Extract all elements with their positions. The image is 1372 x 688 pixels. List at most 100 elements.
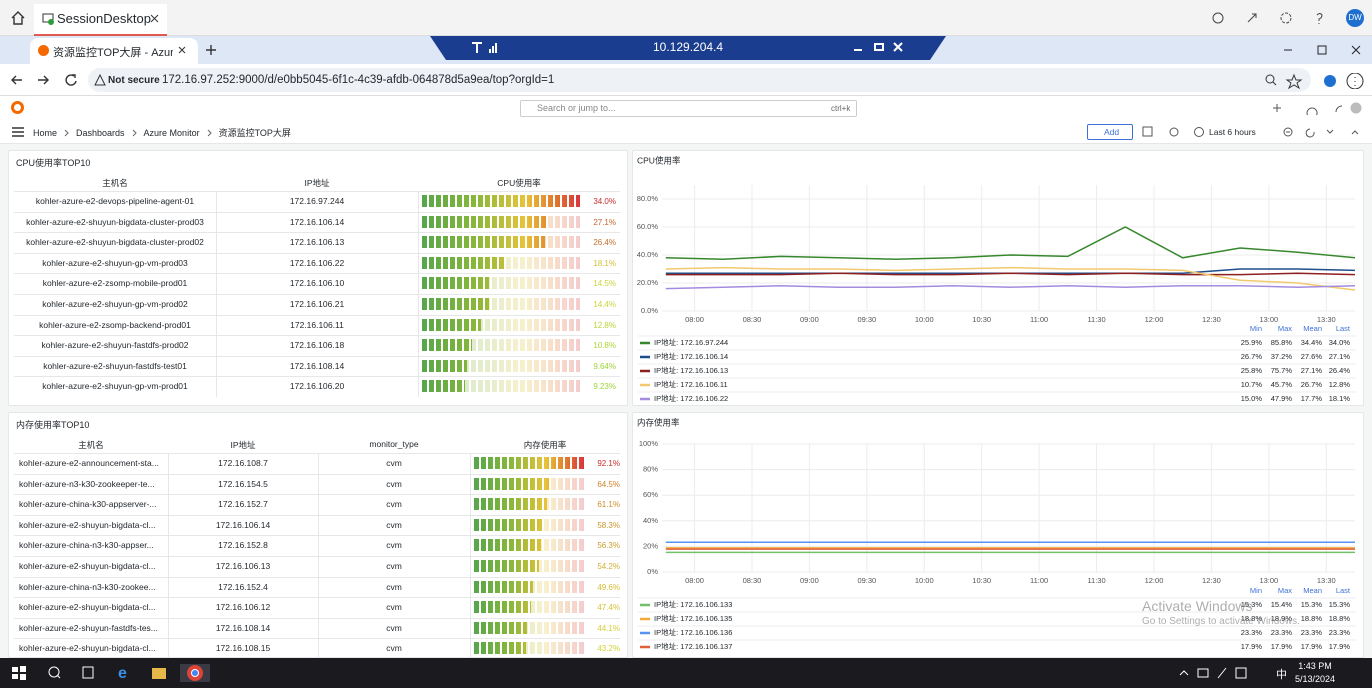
gauge-value: 56.3% (586, 541, 620, 550)
gauge-value: 34.0% (582, 197, 616, 206)
series-line (666, 227, 1355, 259)
new-tab-icon[interactable] (205, 44, 217, 56)
legend-name: IP地址: 172.16.106.22 (654, 393, 728, 403)
gauge-bar (422, 339, 472, 351)
cell-divider (470, 535, 471, 556)
crumb-separator (132, 129, 137, 137)
x-tick-label: 13:00 (1259, 576, 1278, 585)
gauge-value: 43.2% (586, 644, 620, 653)
legend-stat: 17.9% (1301, 642, 1323, 651)
x-tick-label: 11:00 (1030, 576, 1048, 585)
host-cell: kohler-azure-e2-shuyun-gp-vm-prod01 (14, 381, 216, 391)
security-label[interactable]: Not secure (108, 75, 160, 86)
header-icons[interactable] (1272, 102, 1364, 115)
toolbar-icons[interactable] (1264, 73, 1364, 89)
text-cell: 172.16.106.12 (168, 602, 318, 612)
gauge-bar (422, 277, 489, 289)
y-tick-label: 80% (643, 465, 658, 474)
session-tools[interactable] (1210, 10, 1330, 26)
column-header[interactable]: 内存使用率 (470, 439, 620, 451)
host-cell: kohler-azure-e2-shuyun-bigdata-cl... (19, 561, 156, 571)
menu-icon[interactable] (12, 127, 24, 137)
x-tick-label: 11:30 (1087, 576, 1105, 585)
y-tick-label: 0.0% (641, 306, 658, 315)
legend-header: Min (1250, 586, 1262, 595)
text-cell: 172.16.108.15 (168, 643, 318, 653)
text-cell: 172.16.106.21 (216, 299, 418, 309)
x-tick-label: 10:00 (915, 315, 934, 324)
legend-stat: 17.9% (1271, 642, 1293, 651)
row-divider (14, 253, 620, 254)
legend-stat: 27.6% (1301, 352, 1323, 361)
clock-time[interactable]: 1:43 PM (1295, 661, 1335, 671)
text-cell: cvm (318, 582, 470, 592)
host-cell: kohler-azure-e2-shuyun-fastdfs-test01 (14, 361, 216, 371)
clock-date[interactable]: 5/13/2024 (1289, 674, 1341, 684)
column-header[interactable]: IP地址 (216, 177, 418, 189)
row-divider (14, 577, 620, 578)
breadcrumb[interactable]: Dashboards (76, 128, 125, 138)
gauge-bar (474, 539, 541, 551)
legend-stat: 26.7% (1241, 352, 1263, 361)
legend-stat: 34.0% (1329, 338, 1351, 347)
y-tick-label: 20% (643, 541, 658, 550)
gauge-value: 54.2% (586, 562, 620, 571)
grafana-logo[interactable] (11, 101, 24, 114)
gauge-bar (474, 622, 527, 634)
cell-divider (418, 315, 419, 336)
window-controls[interactable] (1282, 44, 1362, 56)
watermark-text: Go to Settings to activate Windows. (1142, 616, 1300, 627)
text-cell: 172.16.106.18 (216, 340, 418, 350)
crumb-separator (207, 129, 212, 137)
text-cell: cvm (318, 561, 470, 571)
cell-divider (470, 474, 471, 495)
tray-icons[interactable] (1178, 666, 1270, 680)
text-cell: 172.16.106.11 (216, 320, 418, 330)
column-header[interactable]: 主机名 (14, 439, 168, 451)
close-icon[interactable] (150, 14, 159, 23)
column-header[interactable]: monitor_type (318, 439, 470, 449)
host-cell: kohler-azure-e2-shuyun-bigdata-cl... (19, 643, 156, 653)
gauge-bar (422, 360, 467, 372)
legend-stat: 25.8% (1241, 366, 1263, 375)
tab-favicon (38, 45, 49, 56)
breadcrumb[interactable]: Azure Monitor (144, 128, 200, 138)
gauge-value: 14.4% (582, 300, 616, 309)
dashboard-tools[interactable] (1142, 126, 1362, 138)
breadcrumb[interactable]: 资源监控TOP大屏 (219, 126, 291, 139)
host-cell: kohler-azure-e2-shuyun-bigdata-cl... (19, 602, 156, 612)
text-cell: cvm (318, 479, 470, 489)
row-divider (14, 294, 620, 295)
legend-name: IP地址: 172.16.106.133 (654, 599, 732, 609)
gauge-bar (422, 380, 465, 392)
gauge-value: 27.1% (582, 218, 616, 227)
row-divider (14, 556, 620, 557)
legend-stat: 10.7% (1241, 380, 1263, 389)
legend-stat: 23.3% (1301, 628, 1323, 637)
x-tick-label: 12:00 (1145, 576, 1164, 585)
legend-name: IP地址: 172.16.106.136 (654, 627, 732, 637)
column-header[interactable]: 主机名 (14, 177, 216, 189)
breadcrumb[interactable]: Home (33, 128, 57, 138)
nav-buttons[interactable] (10, 73, 82, 87)
ime-indicator[interactable]: 中 (1276, 666, 1287, 682)
row-divider (14, 515, 620, 516)
close-icon[interactable] (178, 46, 186, 54)
watermark-title: Activate Windows (1142, 598, 1252, 614)
gauge-value: 92.1% (586, 459, 620, 468)
column-header[interactable]: IP地址 (168, 439, 318, 451)
url[interactable]: 172.16.97.252:9000/d/e0bb5045-6f1c-4c39-… (162, 74, 554, 86)
column-header[interactable]: CPU使用率 (418, 177, 620, 189)
panel-title: 内存使用率 (637, 417, 680, 427)
y-tick-label: 80.0% (637, 194, 659, 203)
host-cell: kohler-azure-e2-shuyun-bigdata-cluster-p… (14, 237, 216, 247)
text-cell: 172.16.152.8 (168, 540, 318, 550)
gauge-value: 47.4% (586, 603, 620, 612)
avatar[interactable]: DW (1346, 9, 1364, 27)
text-cell: 172.16.154.5 (168, 479, 318, 489)
home-icon[interactable] (10, 10, 26, 26)
taskbar-icons[interactable]: e (10, 664, 210, 682)
warning-icon (94, 74, 106, 86)
cell-divider (418, 253, 419, 274)
